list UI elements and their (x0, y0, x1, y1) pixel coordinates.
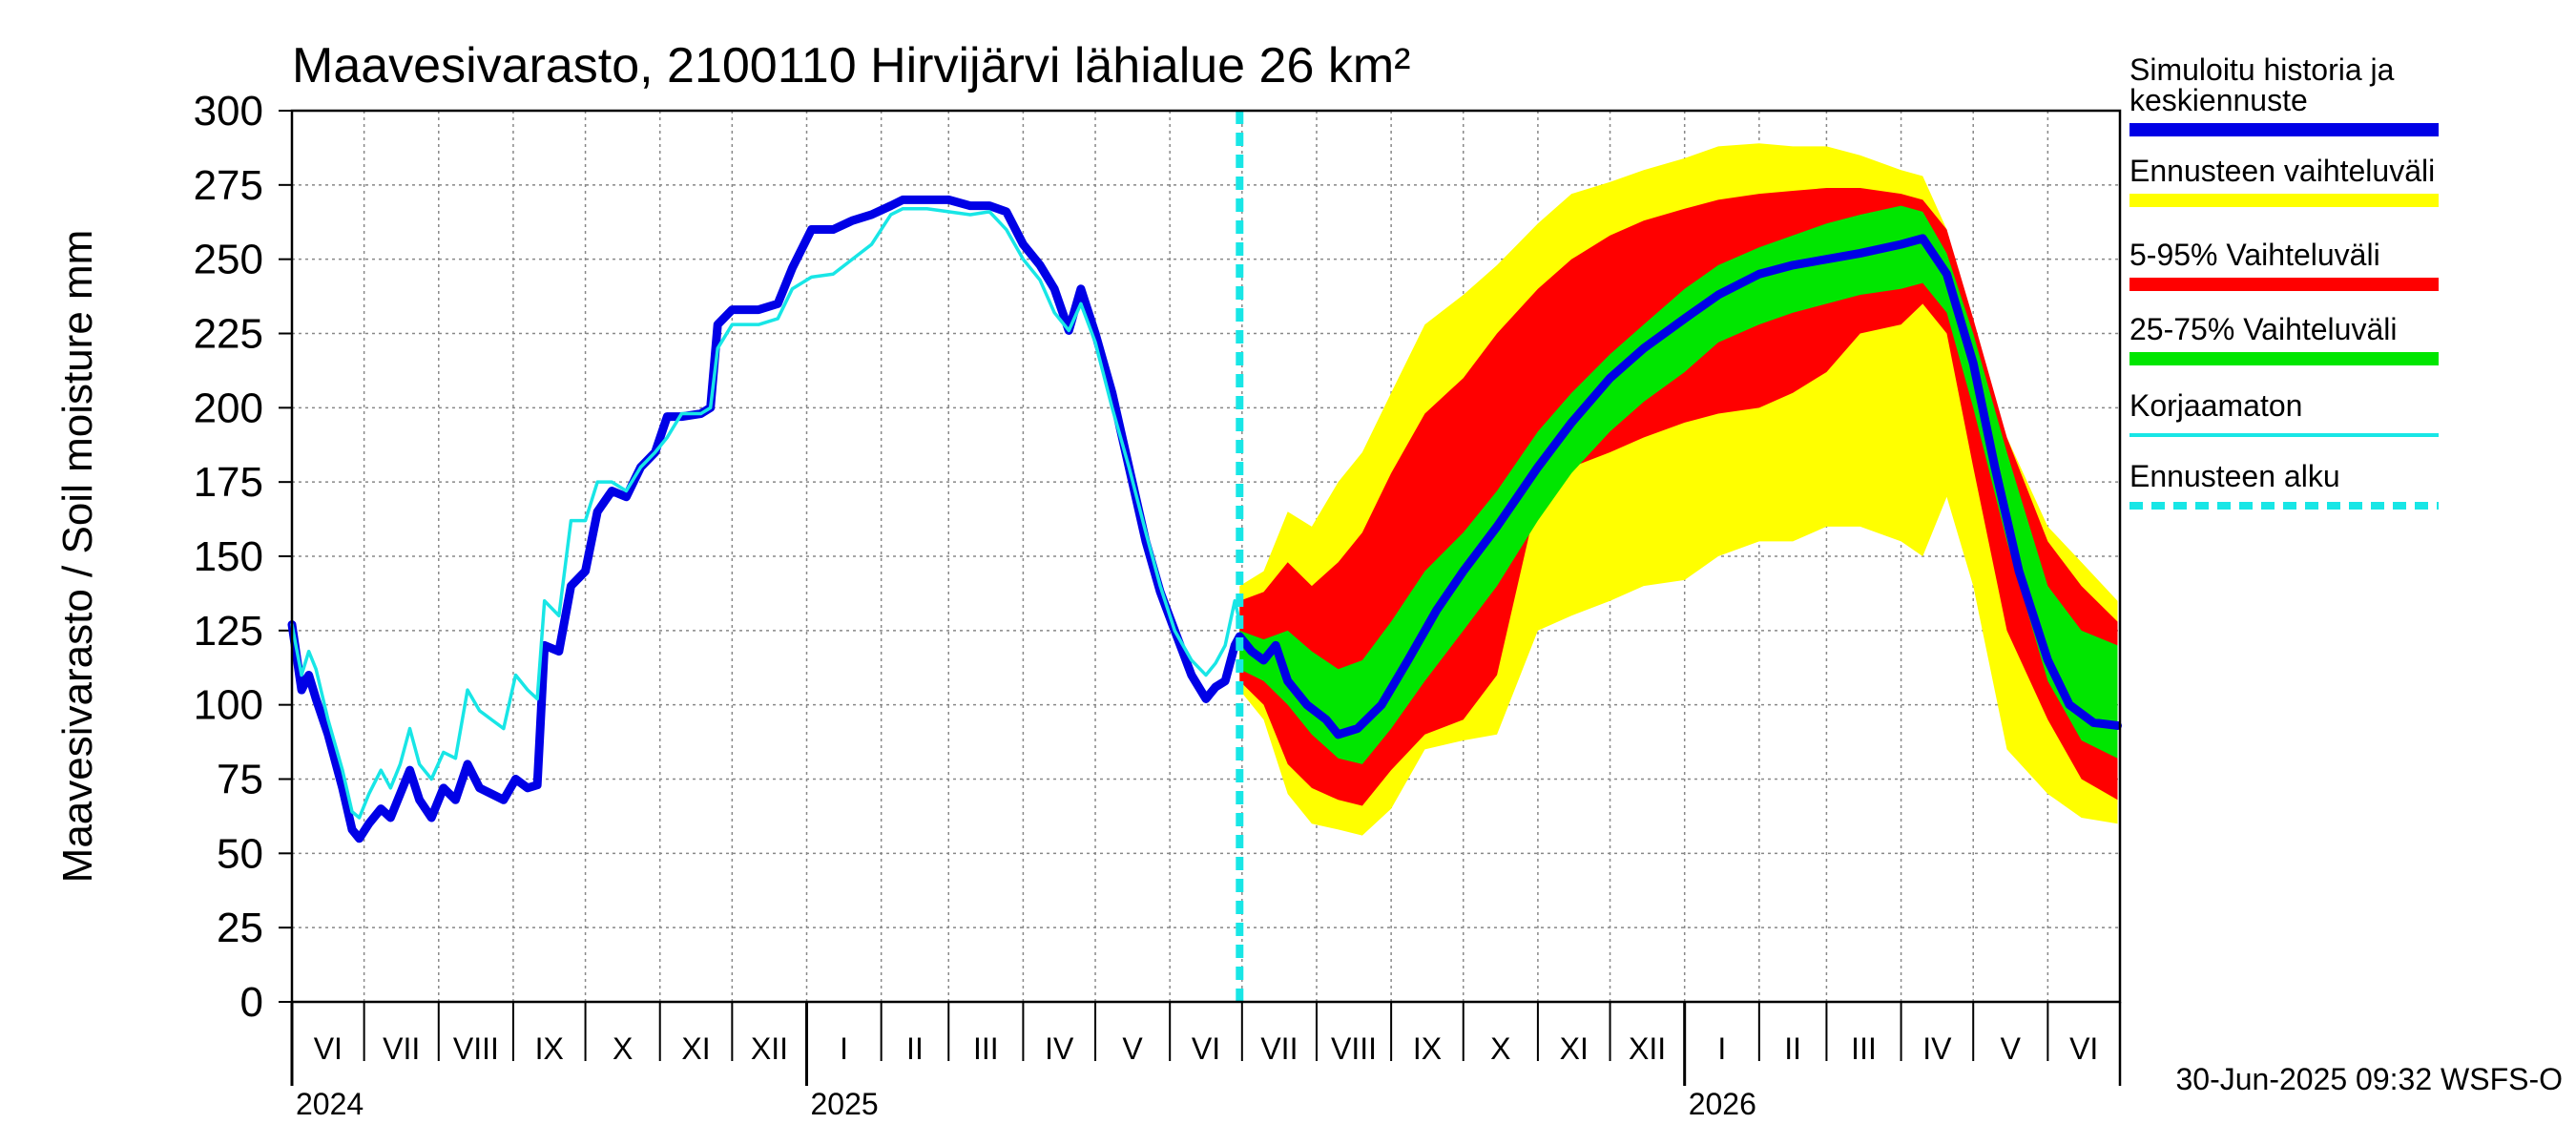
y-tick-label: 100 (194, 682, 263, 729)
legend-item: Ennusteen vaihteluväli (2129, 154, 2439, 207)
chart-title: Maavesivarasto, 2100110 Hirvijärvi lähia… (292, 38, 1410, 94)
plot-frame (290, 109, 2122, 1004)
month-label: III (1851, 1031, 1877, 1066)
month-label: VIII (453, 1031, 499, 1066)
year-label: 2026 (1689, 1087, 1756, 1121)
series-korjaamaton (290, 206, 1242, 820)
month-label: XII (1629, 1031, 1666, 1066)
timestamp-footer: 30-Jun-2025 09:32 WSFS-O (2175, 1062, 2563, 1096)
month-label: II (1784, 1031, 1801, 1066)
month-label: IV (1045, 1031, 1074, 1066)
series-simuloitu-historia-ja-keskiennuste (287, 195, 2122, 843)
y-tick-label: 225 (194, 311, 263, 358)
band-5-95-vaihteluv-li (1239, 187, 2118, 806)
month-label: X (613, 1031, 633, 1066)
y-tick-label: 275 (194, 162, 263, 209)
month-label: XII (751, 1031, 788, 1066)
year-label: 2025 (811, 1087, 879, 1121)
legend-item: 5-95% Vaihteluväli (2129, 238, 2439, 291)
legend-item: 25-75% Vaihteluväli (2129, 312, 2439, 365)
month-label: VIII (1331, 1031, 1377, 1066)
y-tick-label: 75 (217, 757, 263, 803)
month-label: VII (1260, 1031, 1298, 1066)
legend-label: Korjaamaton (2129, 388, 2302, 423)
legend-item: Ennusteen alku (2129, 459, 2439, 510)
month-label: IX (1413, 1031, 1442, 1066)
y-tick-label: 50 (217, 830, 263, 877)
year-label: 2024 (296, 1087, 364, 1121)
legend-label: keskiennuste (2129, 83, 2308, 117)
month-label: IV (1922, 1031, 1952, 1066)
month-label: V (1122, 1031, 1143, 1066)
y-tick-label: 175 (194, 459, 263, 506)
legend-label: 5-95% Vaihteluväli (2129, 238, 2380, 272)
y-tick-label: 25 (217, 905, 263, 951)
month-label: II (906, 1031, 924, 1066)
band-25-75-vaihteluv-li (1239, 205, 2118, 764)
y-tick-label: 125 (194, 608, 263, 655)
month-label: IX (535, 1031, 564, 1066)
legend-label: Simuloitu historia ja (2129, 52, 2395, 87)
month-label: III (973, 1031, 999, 1066)
month-label: I (840, 1031, 848, 1066)
month-label: I (1717, 1031, 1726, 1066)
y-tick-label: 0 (240, 979, 263, 1026)
legend-label: Ennusteen alku (2129, 459, 2340, 493)
y-axis-label: Maavesivarasto / Soil moisture mm (54, 230, 101, 884)
month-label: VI (1192, 1031, 1220, 1066)
y-tick-label: 150 (194, 533, 263, 580)
y-tick-label: 200 (194, 385, 263, 431)
month-label: VI (2069, 1031, 2098, 1066)
month-label: V (2001, 1031, 2022, 1066)
legend-label: 25-75% Vaihteluväli (2129, 312, 2397, 346)
y-tick-label: 250 (194, 237, 263, 283)
month-label: XI (1560, 1031, 1589, 1066)
month-label: XI (681, 1031, 710, 1066)
legend-label: Ennusteen vaihteluväli (2129, 154, 2435, 188)
month-label: X (1490, 1031, 1510, 1066)
y-tick-label: 300 (194, 88, 263, 135)
month-label: VI (314, 1031, 343, 1066)
month-label: VII (383, 1031, 420, 1066)
legend-item: Korjaamaton (2129, 388, 2439, 437)
